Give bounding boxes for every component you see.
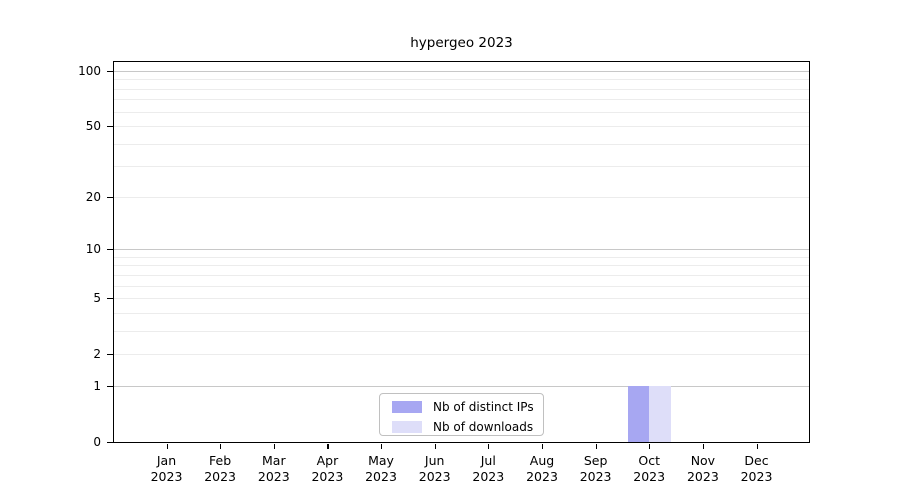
y-axis: 0 1 2 5 10 20 50 100 <box>0 62 113 449</box>
x-tick-mark <box>595 444 597 449</box>
x-tick-label: Aug 2023 <box>526 453 558 484</box>
x-tick-label: Nov 2023 <box>686 453 719 484</box>
x-tick-label: Apr 2023 <box>311 453 344 484</box>
x-tick-mark <box>220 444 222 449</box>
x-tick-label: Dec 2023 <box>740 453 773 484</box>
y-tick-label: 10 <box>85 242 101 257</box>
minor-gridline <box>114 330 809 332</box>
legend-label-distinct-ips: Nb of distinct IPs <box>433 399 534 414</box>
bars-layer <box>114 62 809 442</box>
x-tick-label: Mar 2023 <box>257 453 290 484</box>
y-tick-label: 50 <box>85 118 101 133</box>
x-tick-label: Oct 2023 <box>633 453 666 484</box>
x-tick-mark <box>488 444 490 449</box>
x-tick-label: Sep 2023 <box>579 453 612 484</box>
legend-item-downloads: Nb of downloads <box>380 418 543 435</box>
minor-gridline <box>114 166 809 167</box>
minor-gridline <box>114 125 809 127</box>
y-tick-label: 1 <box>93 379 101 394</box>
bar-nb-of-downloads <box>649 386 671 442</box>
y-tick-mark <box>107 386 113 388</box>
minor-gridline <box>114 99 809 101</box>
x-tick-mark <box>166 444 168 449</box>
x-tick-mark <box>327 444 329 449</box>
chart-title: hypergeo 2023 <box>410 35 513 51</box>
x-tick-label: Feb 2023 <box>204 453 236 484</box>
x-tick-label: Jun 2023 <box>418 453 451 484</box>
minor-gridline <box>114 88 809 90</box>
minor-gridline <box>114 197 809 199</box>
major-gridline <box>114 386 809 388</box>
x-tick-label: Jul 2023 <box>472 453 505 484</box>
x-tick-label: May 2023 <box>365 453 397 484</box>
y-tick-mark <box>107 442 113 444</box>
legend-swatch-distinct-ips <box>392 400 422 413</box>
y-tick-label: 2 <box>93 346 101 361</box>
y-tick-label: 20 <box>85 190 101 205</box>
minor-gridline <box>114 274 809 276</box>
x-tick-mark <box>756 444 758 449</box>
x-tick-mark <box>381 444 383 449</box>
y-tick-mark <box>107 197 113 199</box>
y-tick-mark <box>107 353 113 355</box>
minor-gridline <box>114 265 809 267</box>
y-tick-label: 5 <box>93 291 101 305</box>
x-tick-mark <box>702 444 705 449</box>
y-tick-mark <box>107 249 113 251</box>
y-tick-mark <box>107 71 113 73</box>
minor-gridline <box>114 79 809 81</box>
y-tick-label: 0 <box>93 435 101 449</box>
bar-nb-of-distinct-ips <box>627 386 650 442</box>
x-axis: Jan 2023 Feb 2023 Mar 2023 Apr 2023 May 2023 Jun 20… <box>114 444 811 494</box>
y-tick-mark <box>107 125 113 128</box>
minor-gridline <box>114 285 809 287</box>
x-tick-label: Jan 2023 <box>150 453 183 484</box>
plot-area <box>113 61 810 443</box>
x-tick-mark <box>434 444 436 449</box>
y-tick-mark <box>107 298 113 300</box>
legend-item-distinct-ips: Nb of distinct IPs <box>380 398 543 415</box>
y-tick-label: 100 <box>78 64 101 78</box>
gridlines-layer <box>114 62 809 442</box>
x-tick-mark <box>273 444 275 449</box>
minor-gridline <box>114 111 809 113</box>
legend-label-downloads: Nb of downloads <box>433 419 534 434</box>
x-tick-mark <box>649 444 651 449</box>
minor-gridline <box>114 143 809 145</box>
major-gridline <box>114 249 809 251</box>
minor-gridline <box>114 298 809 299</box>
legend-swatch-downloads <box>392 420 422 433</box>
minor-gridline <box>114 312 809 314</box>
legend: Nb of distinct IPs Nb of downloads <box>379 393 544 436</box>
minor-gridline <box>114 353 809 355</box>
minor-gridline <box>114 256 809 258</box>
major-gridline <box>114 71 809 72</box>
x-tick-mark <box>542 444 544 449</box>
